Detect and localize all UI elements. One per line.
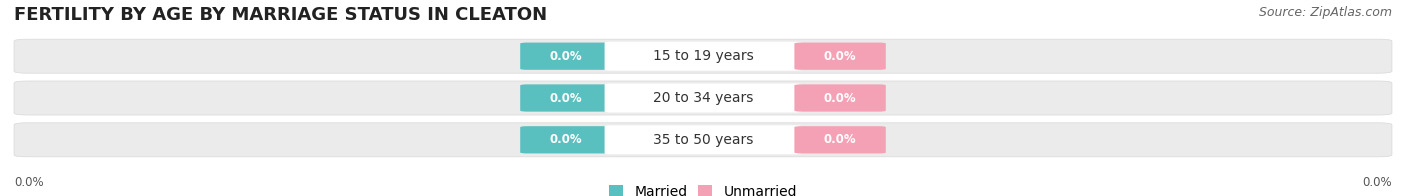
FancyBboxPatch shape [14, 123, 1392, 157]
Text: 15 to 19 years: 15 to 19 years [652, 49, 754, 63]
Text: 0.0%: 0.0% [550, 133, 582, 146]
Text: 0.0%: 0.0% [550, 50, 582, 63]
FancyBboxPatch shape [605, 42, 801, 71]
Text: 0.0%: 0.0% [14, 176, 44, 189]
FancyBboxPatch shape [520, 43, 612, 70]
Text: 0.0%: 0.0% [550, 92, 582, 104]
FancyBboxPatch shape [14, 81, 1392, 115]
FancyBboxPatch shape [794, 126, 886, 153]
FancyBboxPatch shape [520, 126, 612, 153]
FancyBboxPatch shape [794, 43, 886, 70]
FancyBboxPatch shape [605, 83, 801, 113]
Text: 0.0%: 0.0% [824, 50, 856, 63]
Text: 0.0%: 0.0% [1362, 176, 1392, 189]
Text: 35 to 50 years: 35 to 50 years [652, 133, 754, 147]
FancyBboxPatch shape [605, 125, 801, 154]
FancyBboxPatch shape [14, 39, 1392, 73]
FancyBboxPatch shape [520, 84, 612, 112]
Text: FERTILITY BY AGE BY MARRIAGE STATUS IN CLEATON: FERTILITY BY AGE BY MARRIAGE STATUS IN C… [14, 6, 547, 24]
Text: 0.0%: 0.0% [824, 133, 856, 146]
Text: 20 to 34 years: 20 to 34 years [652, 91, 754, 105]
FancyBboxPatch shape [794, 84, 886, 112]
Text: 0.0%: 0.0% [824, 92, 856, 104]
Text: Source: ZipAtlas.com: Source: ZipAtlas.com [1258, 6, 1392, 19]
Legend: Married, Unmarried: Married, Unmarried [609, 185, 797, 196]
